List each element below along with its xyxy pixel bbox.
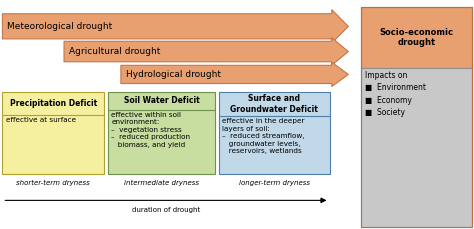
Text: Meteorological drought: Meteorological drought [7,22,112,31]
Bar [219,92,330,174]
Bar [361,7,472,227]
Polygon shape [121,62,348,87]
Text: effective within soil
environment:
–  vegetation stress
–  reduced production
  : effective within soil environment: – veg… [111,112,191,147]
Text: Surface and
Groundwater Deficit: Surface and Groundwater Deficit [230,94,318,114]
Text: Socio-economic
drought: Socio-economic drought [379,28,454,47]
Text: effective at surface: effective at surface [6,117,76,123]
Text: effective in the deeper
layers of soil:
–  reduced streamflow,
   groundwater le: effective in the deeper layers of soil: … [222,118,304,154]
Bar [361,68,472,227]
Text: longer-term dryness: longer-term dryness [239,180,310,186]
Polygon shape [64,38,348,65]
Text: Precipitation Deficit: Precipitation Deficit [9,99,97,108]
Bar [2,92,104,174]
Bar [361,7,472,68]
Bar [108,92,215,174]
Text: intermediate dryness: intermediate dryness [124,180,199,186]
Text: shorter-term dryness: shorter-term dryness [17,180,90,186]
Text: Soil Water Deficit: Soil Water Deficit [124,96,199,105]
Text: Agricultural drought: Agricultural drought [69,47,160,56]
Polygon shape [2,10,348,43]
Text: duration of drought: duration of drought [132,207,200,213]
Text: Hydrological drought: Hydrological drought [126,70,220,79]
Text: Impacts on
■  Environment
■  Economy
■  Society: Impacts on ■ Environment ■ Economy ■ Soc… [365,71,426,117]
